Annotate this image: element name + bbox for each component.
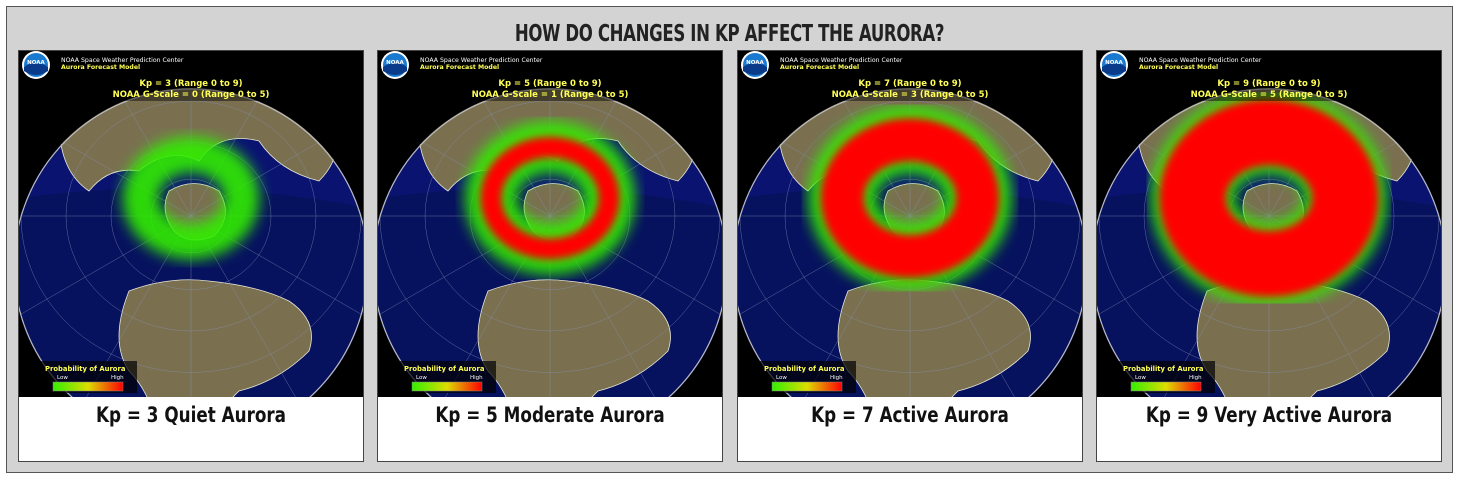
- aurora-panel: NOAA NOAA Space Weather Prediction Center…: [377, 50, 723, 462]
- svg-text:Probability of Aurora: Probability of Aurora: [45, 365, 126, 373]
- model-name-text: Aurora Forecast Model: [420, 64, 499, 71]
- noaa-logo: NOAA: [22, 51, 50, 79]
- probability-legend: Probability of Aurora Low High: [400, 361, 496, 393]
- aurora-forecast-map: NOAA NOAA Space Weather Prediction Center…: [738, 51, 1082, 397]
- g-scale-text: NOAA G-Scale = 1 (Range 0 to 5): [472, 90, 629, 100]
- g-scale-text: NOAA G-Scale = 0 (Range 0 to 5): [113, 90, 270, 100]
- aurora-forecast-map: NOAA NOAA Space Weather Prediction Center…: [1097, 51, 1441, 397]
- probability-legend: Probability of Aurora Low High: [760, 361, 856, 393]
- svg-text:High: High: [111, 375, 124, 381]
- svg-text:Low: Low: [416, 375, 427, 381]
- aurora-forecast-map: NOAA NOAA Space Weather Prediction Center…: [378, 51, 722, 397]
- svg-text:Low: Low: [57, 375, 68, 381]
- svg-text:NOAA: NOAA: [386, 60, 404, 66]
- svg-text:NOAA: NOAA: [1105, 60, 1123, 66]
- model-name-text: Aurora Forecast Model: [780, 64, 859, 71]
- svg-text:High: High: [830, 375, 843, 381]
- probability-legend: Probability of Aurora Low High: [1119, 361, 1215, 393]
- svg-text:Probability of Aurora: Probability of Aurora: [764, 365, 845, 373]
- panel-caption: Kp = 9 Very Active Aurora: [1145, 403, 1393, 427]
- center-name-text: NOAA Space Weather Prediction Center: [420, 57, 543, 64]
- aurora-map-svg: NOAA NOAA Space Weather Prediction Center…: [378, 51, 722, 397]
- aurora-oval: [122, 136, 260, 260]
- svg-text:High: High: [1189, 375, 1202, 381]
- land-mass: [58, 88, 338, 192]
- svg-text:NOAA: NOAA: [27, 60, 45, 66]
- center-name-text: NOAA Space Weather Prediction Center: [780, 57, 903, 64]
- center-name-text: NOAA Space Weather Prediction Center: [1139, 57, 1262, 64]
- aurora-oval: [464, 121, 636, 275]
- kp-value-text: Kp = 5 (Range 0 to 9): [498, 79, 601, 89]
- aurora-panel: NOAA NOAA Space Weather Prediction Center…: [18, 50, 364, 462]
- center-name-text: NOAA Space Weather Prediction Center: [61, 57, 184, 64]
- svg-text:Low: Low: [776, 375, 787, 381]
- aurora-map-svg: NOAA NOAA Space Weather Prediction Center…: [19, 51, 363, 397]
- noaa-logo: NOAA: [1100, 51, 1128, 79]
- probability-legend: Probability of Aurora Low High: [41, 361, 137, 393]
- aurora-map-svg: NOAA NOAA Space Weather Prediction Center…: [1097, 51, 1441, 397]
- aurora-oval: [808, 105, 1012, 291]
- model-name-text: Aurora Forecast Model: [61, 64, 140, 71]
- page-title: HOW DO CHANGES IN KP AFFECT THE AURORA?: [514, 21, 945, 47]
- panel-caption: Kp = 5 Moderate Aurora: [435, 403, 665, 427]
- panel-caption: Kp = 3 Quiet Aurora: [95, 403, 287, 427]
- kp-value-text: Kp = 3 (Range 0 to 9): [139, 79, 242, 89]
- aurora-forecast-map: NOAA NOAA Space Weather Prediction Center…: [19, 51, 363, 397]
- kp-value-text: Kp = 7 (Range 0 to 9): [858, 79, 961, 89]
- noaa-logo: NOAA: [381, 51, 409, 79]
- aurora-panel: NOAA NOAA Space Weather Prediction Center…: [737, 50, 1083, 462]
- g-scale-text: NOAA G-Scale = 5 (Range 0 to 5): [1191, 90, 1348, 100]
- aurora-panel: NOAA NOAA Space Weather Prediction Center…: [1096, 50, 1442, 462]
- aurora-map-svg: NOAA NOAA Space Weather Prediction Center…: [738, 51, 1082, 397]
- kp-value-text: Kp = 9 (Range 0 to 9): [1217, 79, 1320, 89]
- svg-text:Low: Low: [1135, 375, 1146, 381]
- svg-text:Probability of Aurora: Probability of Aurora: [1123, 365, 1204, 373]
- svg-text:High: High: [470, 375, 483, 381]
- aurora-oval: [1150, 90, 1388, 306]
- svg-text:Probability of Aurora: Probability of Aurora: [404, 365, 485, 373]
- g-scale-text: NOAA G-Scale = 3 (Range 0 to 5): [832, 90, 989, 100]
- noaa-logo: NOAA: [741, 51, 769, 79]
- svg-text:NOAA: NOAA: [746, 60, 764, 66]
- model-name-text: Aurora Forecast Model: [1139, 64, 1218, 71]
- panel-caption: Kp = 7 Active Aurora: [811, 403, 1009, 427]
